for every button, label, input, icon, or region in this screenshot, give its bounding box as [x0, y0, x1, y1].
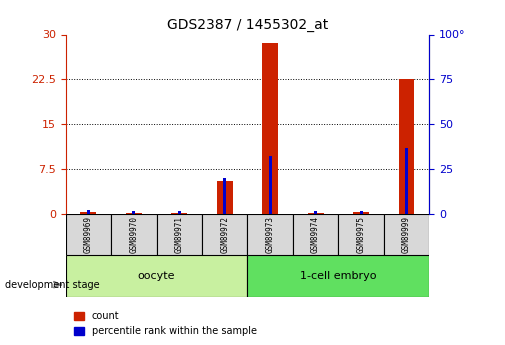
Bar: [269, 157, 272, 214]
FancyBboxPatch shape: [247, 255, 429, 297]
FancyBboxPatch shape: [66, 255, 247, 297]
Bar: [87, 210, 90, 214]
FancyBboxPatch shape: [293, 214, 338, 255]
Bar: [217, 181, 233, 214]
Bar: [360, 211, 363, 214]
Bar: [132, 211, 135, 214]
Text: GSM89973: GSM89973: [266, 216, 275, 253]
Text: development stage: development stage: [5, 280, 99, 289]
Bar: [126, 213, 142, 214]
Text: GSM89970: GSM89970: [129, 216, 138, 253]
FancyBboxPatch shape: [111, 214, 157, 255]
Text: GSM89975: GSM89975: [357, 216, 366, 253]
Bar: [398, 79, 415, 214]
Text: oocyte: oocyte: [138, 271, 175, 281]
Bar: [80, 212, 96, 214]
Bar: [171, 213, 187, 214]
FancyBboxPatch shape: [338, 214, 384, 255]
Text: GSM89999: GSM89999: [402, 216, 411, 253]
FancyBboxPatch shape: [247, 214, 293, 255]
Bar: [353, 211, 369, 214]
Text: GSM89972: GSM89972: [220, 216, 229, 253]
FancyBboxPatch shape: [384, 214, 429, 255]
Bar: [262, 43, 278, 214]
Legend: count, percentile rank within the sample: count, percentile rank within the sample: [71, 307, 261, 340]
FancyBboxPatch shape: [202, 214, 247, 255]
Title: GDS2387 / 1455302_at: GDS2387 / 1455302_at: [167, 18, 328, 32]
Text: 1-cell embryo: 1-cell embryo: [300, 271, 377, 281]
Text: GSM89969: GSM89969: [84, 216, 93, 253]
Bar: [405, 148, 408, 214]
Text: GSM89974: GSM89974: [311, 216, 320, 253]
Text: GSM89971: GSM89971: [175, 216, 184, 253]
Bar: [178, 211, 181, 214]
FancyBboxPatch shape: [66, 214, 111, 255]
Bar: [223, 178, 226, 214]
Bar: [314, 211, 317, 214]
FancyBboxPatch shape: [157, 214, 202, 255]
Bar: [308, 213, 324, 214]
